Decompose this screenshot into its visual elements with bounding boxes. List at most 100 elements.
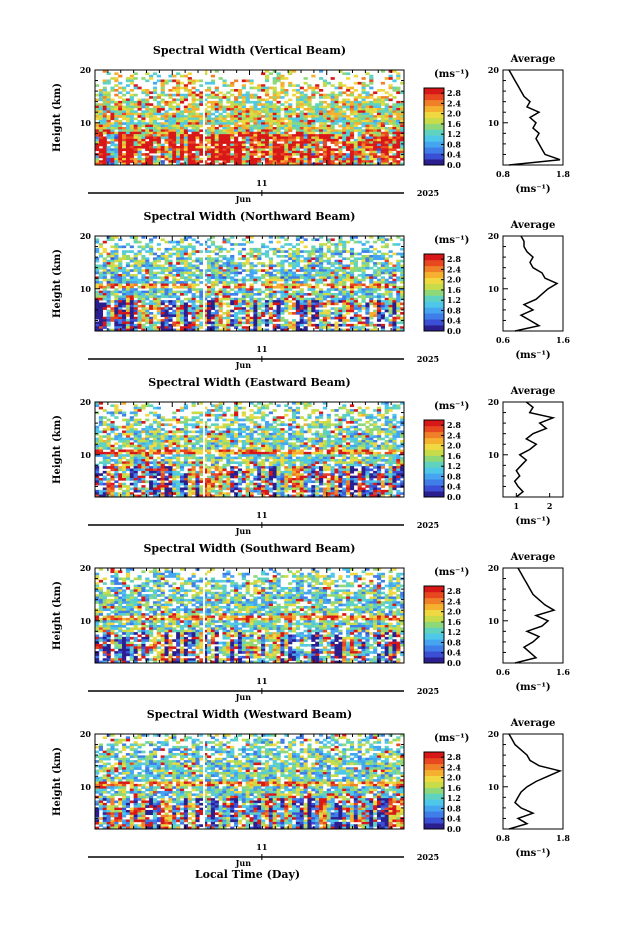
heatmap-cell [238, 151, 242, 154]
heatmap-cell [300, 298, 304, 301]
heatmap-cell [130, 269, 134, 272]
heatmap-cell [95, 238, 99, 241]
heatmap-cell [219, 319, 223, 322]
heatmap-cell [103, 288, 107, 291]
heatmap-cell [277, 160, 281, 163]
heatmap-cell [137, 101, 141, 104]
heatmap-cell [118, 319, 122, 322]
heatmap-cell [288, 122, 292, 125]
heatmap-cell [358, 139, 362, 142]
heatmap-cell [149, 75, 153, 78]
heatmap-cell [103, 141, 107, 144]
heatmap-cell [141, 310, 145, 313]
heatmap-cell [238, 91, 242, 94]
heatmap-cell [350, 310, 354, 313]
heatmap-cell [331, 255, 335, 258]
heatmap-cell [381, 238, 385, 241]
heatmap-cell [342, 279, 346, 282]
heatmap-cell [273, 110, 277, 113]
heatmap-cell [145, 284, 149, 287]
heatmap-cell [211, 96, 215, 99]
heatmap-cell [122, 139, 126, 142]
heatmap-cell [184, 407, 188, 410]
heatmap-cell [300, 122, 304, 125]
heatmap-cell [315, 110, 319, 113]
heatmap-cell [145, 113, 149, 116]
heatmap-cell [265, 89, 269, 92]
heatmap-cell [385, 96, 389, 99]
heatmap-cell [234, 312, 238, 315]
heatmap-cell [284, 108, 288, 111]
heatmap-cell [385, 129, 389, 132]
heatmap-cell [396, 265, 400, 268]
heatmap-cell [230, 153, 234, 156]
heatmap-cell [284, 134, 288, 137]
heatmap-cell [381, 158, 385, 161]
heatmap-cell [342, 407, 346, 410]
heatmap-cell [257, 158, 261, 161]
heatmap-cell [95, 94, 99, 97]
heatmap-cell [153, 146, 157, 149]
heatmap-cell [130, 317, 134, 320]
heatmap-cell [338, 253, 342, 256]
heatmap-cell [273, 265, 277, 268]
heatmap-cell [365, 274, 369, 277]
heatmap-cell [103, 144, 107, 147]
heatmap-cell [99, 291, 103, 294]
heatmap-cell [219, 125, 223, 128]
heatmap-cell [141, 317, 145, 320]
heatmap-cell [130, 291, 134, 294]
heatmap-cell [319, 267, 323, 270]
heatmap-cell [184, 322, 188, 325]
heatmap-cell [215, 158, 219, 161]
heatmap-cell [280, 267, 284, 270]
heatmap-cell [103, 276, 107, 279]
heatmap-cell [207, 288, 211, 291]
heatmap-cell [168, 295, 172, 298]
colorbar-tick-label: 2.8 [447, 88, 461, 98]
heatmap-cell [369, 96, 373, 99]
heatmap-cell [184, 262, 188, 265]
heatmap-cell [184, 324, 188, 327]
heatmap-cell [149, 125, 153, 128]
heatmap-cell [265, 307, 269, 310]
heatmap-cell [296, 115, 300, 118]
heatmap-cell [284, 319, 288, 322]
heatmap-cell [300, 317, 304, 320]
heatmap-cell [269, 110, 273, 113]
heatmap-cell [277, 286, 281, 289]
heatmap-cell [261, 243, 265, 246]
heatmap-cell [134, 72, 138, 75]
heatmap-cell [273, 122, 277, 125]
heatmap-cell [304, 307, 308, 310]
heatmap-cell [134, 276, 138, 279]
heatmap-cell [226, 267, 230, 270]
heatmap-cell [331, 276, 335, 279]
heatmap-cell [346, 125, 350, 128]
heatmap-cell [253, 125, 257, 128]
heatmap-cell [280, 324, 284, 327]
heatmap-cell [107, 141, 111, 144]
heatmap-cell [385, 269, 389, 272]
heatmap-cell [369, 156, 373, 159]
heatmap-cell [323, 148, 327, 151]
heatmap-cell [300, 276, 304, 279]
heatmap-cell [134, 106, 138, 109]
heatmap-cell [365, 291, 369, 294]
heatmap-cell [242, 298, 246, 301]
heatmap-cell [280, 284, 284, 287]
heatmap-cell [230, 276, 234, 279]
heatmap-cell [288, 262, 292, 265]
heatmap-cell [358, 134, 362, 137]
x-year-label: 2025 [417, 354, 439, 364]
heatmap-cell [292, 89, 296, 92]
heatmap-cell [346, 89, 350, 92]
heatmap-cell [246, 80, 250, 83]
heatmap-cell [277, 72, 281, 75]
heatmap-cell [238, 148, 242, 151]
heatmap-cell [130, 314, 134, 317]
heatmap-cell [350, 110, 354, 113]
heatmap-cell [242, 125, 246, 128]
heatmap-cell [246, 257, 250, 260]
heatmap-cell [331, 160, 335, 163]
